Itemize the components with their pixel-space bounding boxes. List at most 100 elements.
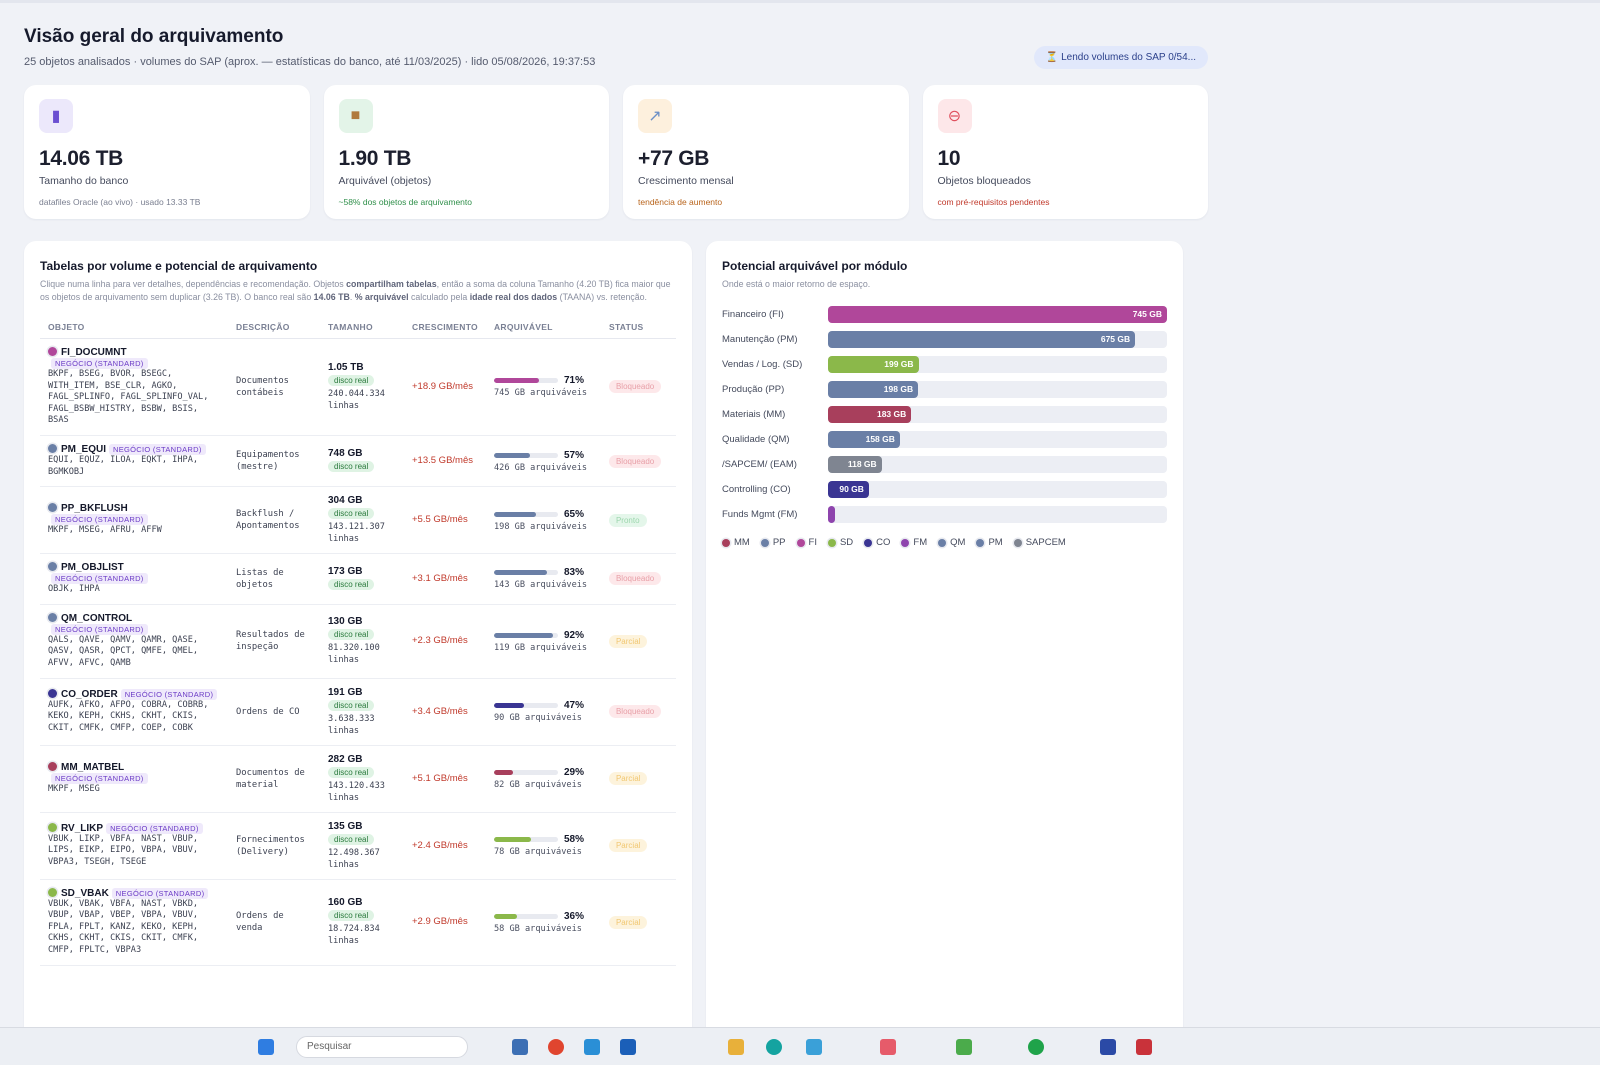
- edge-icon[interactable]: [584, 1039, 600, 1055]
- chart-bar-row[interactable]: Controlling (CO) 90 GB: [722, 480, 1167, 498]
- object-type-tag: NEGÓCIO (STANDARD): [106, 822, 203, 834]
- status-badge: Bloqueado: [608, 572, 662, 586]
- chart-bar-row[interactable]: Produção (PP) 198 GB: [722, 380, 1167, 398]
- size-cell: 173 GB disco real: [320, 553, 404, 605]
- object-description: Equipamentos (mestre): [228, 435, 320, 488]
- archivable-progress-bar: [493, 570, 558, 576]
- page-subtitle: 25 objetos analisados · volumes do SAP (…: [24, 56, 596, 68]
- archivable-progress-fill: [493, 703, 525, 709]
- object-growth: +13.5 GB/mês: [404, 435, 486, 488]
- col-header-archivable[interactable]: ARQUIVÁVEL: [485, 314, 601, 339]
- table-row[interactable]: MM_MATBELNEGÓCIO (STANDARD) MKPF, MSEG Doc…: [40, 745, 676, 813]
- chart-bar: 118 GB: [828, 455, 882, 473]
- chart-category-label: /SAPCEM/ (EAM): [722, 458, 797, 470]
- chart-bar-row[interactable]: /SAPCEM/ (EAM) 118 GB: [722, 455, 1167, 473]
- table-row[interactable]: PP_BKFLUSHNEGÓCIO (STANDARD) MKPF, MSEG, …: [40, 486, 676, 555]
- outlook-icon[interactable]: [620, 1039, 636, 1055]
- chart-bar-track: 118 GB: [828, 455, 1167, 473]
- archivable-percent: 58%: [563, 834, 584, 846]
- archivable-progress-bar: [493, 837, 558, 843]
- taskbar-search-input[interactable]: Pesquisar: [296, 1036, 468, 1058]
- chart-category-label: Qualidade (QM): [722, 433, 790, 445]
- object-name: MM_MATBEL: [61, 761, 125, 773]
- legend-swatch: [760, 538, 769, 547]
- col-header-object[interactable]: OBJETO: [40, 314, 228, 339]
- legend-item[interactable]: PM: [976, 537, 1003, 548]
- object-type-tag: NEGÓCIO (STANDARD): [51, 772, 148, 784]
- legend-item[interactable]: SD: [827, 537, 853, 548]
- browser-icon[interactable]: [766, 1039, 782, 1055]
- col-header-description[interactable]: DESCRIÇÃO: [228, 314, 320, 339]
- real-disk-badge: disco real: [328, 461, 375, 473]
- object-growth: +3.4 GB/mês: [404, 678, 486, 746]
- legend-item[interactable]: FM: [901, 537, 927, 548]
- kpi-card: ▮ 14.06 TB Tamanho do banco datafiles Oracl…: [24, 85, 310, 219]
- objects-table: OBJETO DESCRIÇÃO TAMANHO CRESCIMENTO ARQ…: [40, 314, 676, 966]
- table-row[interactable]: RV_LIKP NEGÓCIO (STANDARD) VBUK, LIKP, VBF…: [40, 812, 676, 880]
- legend-swatch: [827, 538, 836, 547]
- chart-category-label: Vendas / Log. (SD): [722, 358, 803, 370]
- legend-item[interactable]: QM: [938, 537, 965, 548]
- legend-label: QM: [950, 537, 966, 548]
- object-growth: +2.3 GB/mês: [404, 604, 486, 679]
- object-tables: MKPF, MSEG, AFRU, AFFW: [48, 525, 162, 536]
- legend-item[interactable]: PP: [760, 537, 786, 548]
- archivable-amount: 426 GB arquiváveis: [493, 462, 588, 473]
- module-color-dot: [48, 443, 57, 453]
- table-row[interactable]: FI_DOCUMNTNEGÓCIO (STANDARD) BKPF, BSEG, …: [40, 338, 676, 436]
- chart-bar-track: 90 GB: [828, 480, 1167, 498]
- package-icon: ■: [338, 99, 373, 133]
- notification-icon[interactable]: [880, 1039, 896, 1055]
- archivable-cell: 71% 745 GB arquiváveis: [485, 338, 601, 436]
- chart-bar-row[interactable]: Vendas / Log. (SD) 199 GB: [722, 355, 1167, 373]
- chart-bar-track: 158 GB: [828, 430, 1167, 448]
- archivable-amount: 78 GB arquiváveis: [493, 847, 582, 858]
- object-cell: PM_EQUI NEGÓCIO (STANDARD) EQUI, EQUZ, ILO…: [40, 435, 228, 488]
- spotify-icon[interactable]: [1028, 1039, 1044, 1055]
- app-icon[interactable]: [806, 1039, 822, 1055]
- app-icon[interactable]: [1136, 1039, 1152, 1055]
- chart-bar-row[interactable]: Manutenção (PM) 675 GB: [722, 330, 1167, 348]
- chart-category-label: Manutenção (PM): [722, 333, 798, 345]
- archivable-percent: 36%: [563, 910, 584, 922]
- size-cell: 304 GB disco real 143.121.307 linhas: [320, 486, 404, 555]
- real-disk-badge: disco real: [328, 699, 375, 711]
- kpi-value: +77 GB: [638, 147, 710, 170]
- col-header-growth[interactable]: CRESCIMENTO: [404, 314, 486, 339]
- table-row[interactable]: SD_VBAK NEGÓCIO (STANDARD) VBUK, VBAK, VBF…: [40, 879, 676, 966]
- legend-swatch: [722, 538, 730, 547]
- archivable-progress-fill: [493, 511, 536, 517]
- col-header-status[interactable]: STATUS: [600, 314, 676, 339]
- chart-bar-row[interactable]: Financeiro (FI) 745 GB: [722, 305, 1167, 323]
- app-icon[interactable]: [1100, 1039, 1116, 1055]
- windows-start-icon[interactable]: [258, 1039, 274, 1055]
- table-row[interactable]: CO_ORDER NEGÓCIO (STANDARD) AUFK, AFKO, AF…: [40, 678, 676, 746]
- object-cell: SD_VBAK NEGÓCIO (STANDARD) VBUK, VBAK, VBF…: [40, 879, 228, 966]
- col-header-size[interactable]: TAMANHO: [320, 314, 404, 339]
- object-growth: +3.1 GB/mês: [404, 553, 486, 605]
- table-row[interactable]: PM_EQUI NEGÓCIO (STANDARD) EQUI, EQUZ, ILO…: [40, 435, 676, 488]
- legend-item[interactable]: MM: [722, 537, 750, 548]
- table-row[interactable]: PM_OBJLISTNEGÓCIO (STANDARD) OBJK, IHPA Li…: [40, 553, 676, 605]
- excel-icon[interactable]: [956, 1039, 972, 1055]
- object-cell: CO_ORDER NEGÓCIO (STANDARD) AUFK, AFKO, AF…: [40, 678, 228, 746]
- legend-item[interactable]: SAPCEM: [1013, 537, 1066, 548]
- chart-bar-row[interactable]: Funds Mgmt (FM): [722, 505, 1167, 523]
- legend-item[interactable]: CO: [864, 537, 890, 548]
- archivable-progress-fill: [493, 913, 517, 919]
- app-icon[interactable]: [512, 1039, 528, 1055]
- object-tables: BKPF, BSEG, BVOR, BSEGC, WITH_ITEM, BSE_…: [48, 369, 209, 426]
- chrome-icon[interactable]: [548, 1039, 564, 1055]
- chart-value-label: 90 GB: [839, 484, 864, 494]
- object-cell: QM_CONTROLNEGÓCIO (STANDARD) QALS, QAVE, …: [40, 604, 228, 679]
- table-header-row: OBJETO DESCRIÇÃO TAMANHO CRESCIMENTO ARQ…: [40, 314, 676, 339]
- chart-bar-row[interactable]: Qualidade (QM) 158 GB: [722, 430, 1167, 448]
- status-cell: Parcial: [600, 879, 676, 966]
- chart-bar-track: 675 GB: [828, 330, 1167, 348]
- folder-icon[interactable]: [728, 1039, 744, 1055]
- chart-bar-row[interactable]: Materiais (MM) 183 GB: [722, 405, 1167, 423]
- object-description: Documentos de material: [228, 745, 320, 813]
- table-row[interactable]: QM_CONTROLNEGÓCIO (STANDARD) QALS, QAVE, …: [40, 604, 676, 679]
- legend-item[interactable]: FI: [796, 537, 817, 548]
- archivable-percent: 92%: [563, 629, 584, 641]
